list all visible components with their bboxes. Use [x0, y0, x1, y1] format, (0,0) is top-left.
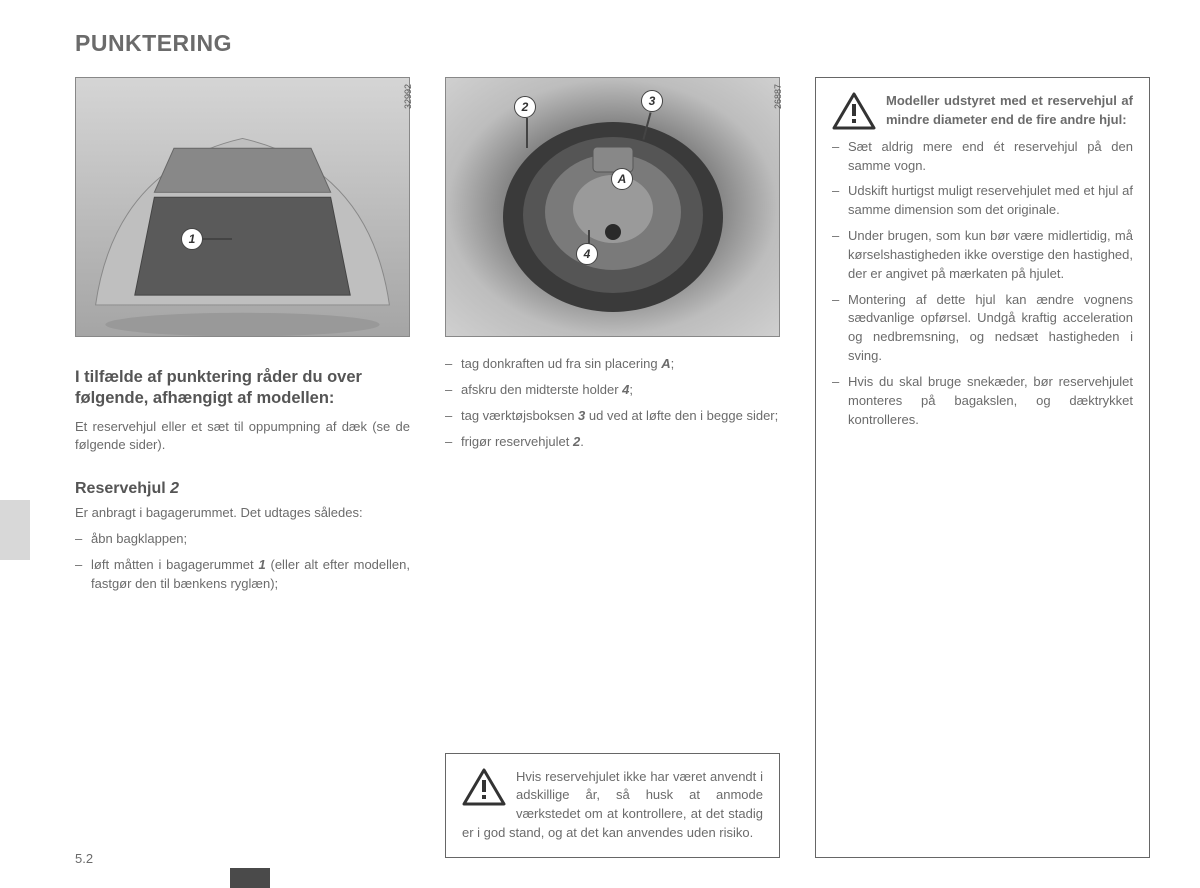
warning-content-1: Hvis reservehjulet ikke har været anvend… [462, 768, 763, 843]
callout-2: 2 [514, 96, 536, 118]
col1-heading: I tilfælde af punktering råder du over f… [75, 367, 410, 410]
col1-list: åbn bagklappen; løft måtten i bagagerumme… [75, 530, 410, 601]
col1-subtext: Er anbragt i bagagerummet. Det udtages s… [75, 504, 410, 522]
bottom-tab [230, 868, 270, 888]
callout-4-line [588, 230, 590, 244]
col1-subheading: Reservehjul 2 [75, 480, 410, 498]
list-item: Under brugen, som kun bør være midlertid… [832, 227, 1133, 284]
warning-icon [832, 92, 876, 132]
list-item: Udskift hurtigst muligt reservehjulet me… [832, 182, 1133, 220]
warning-box-2: Modeller udstyret med et reservehjul af … [815, 77, 1150, 858]
callout-1: 1 [181, 228, 203, 250]
side-tab [0, 500, 30, 560]
warning-content-2: Modeller udstyret med et reservehjul af … [832, 92, 1133, 430]
callout-1-line [202, 238, 232, 240]
figure-spare-wheel: 26887 2 3 A 4 [445, 77, 780, 337]
list-item: løft måtten i bagagerummet 1 (eller alt … [75, 556, 410, 594]
page-title: PUNKTERING [75, 30, 1150, 57]
list-item: Sæt aldrig mere end ét reservehjul på de… [832, 138, 1133, 176]
figure-id: 32992 [403, 84, 413, 109]
col2-list: tag donkraften ud fra sin placering A; af… [445, 355, 780, 458]
list-item: frigør reservehjulet 2. [445, 433, 780, 452]
col1-intro: Et reservehjul eller et sæt til oppumpni… [75, 418, 410, 454]
list-item: tag værktøjsboksen 3 ud ved at løfte den… [445, 407, 780, 426]
list-item: tag donkraften ud fra sin placering A; [445, 355, 780, 374]
callout-3: 3 [641, 90, 663, 112]
list-item: Hvis du skal bruge snekæder, bør reserve… [832, 373, 1133, 430]
list-item: afskru den midterste holder 4; [445, 381, 780, 400]
column-3: Modeller udstyret med et reservehjul af … [815, 77, 1150, 858]
figure-trunk: 32992 1 [75, 77, 410, 337]
warning-header: Modeller udstyret med et reservehjul af … [832, 92, 1133, 130]
callout-4: 4 [576, 243, 598, 265]
warning-text-1: Hvis reservehjulet ikke har været anvend… [462, 769, 763, 841]
warning-icon [462, 768, 506, 808]
col3-list: Sæt aldrig mere end ét reservehjul på de… [832, 138, 1133, 430]
warning-box-1: Hvis reservehjulet ikke har været anvend… [445, 753, 780, 858]
figure-id-2: 26887 [773, 84, 783, 109]
column-1: 32992 1 I tilfælde af punktering råder d… [75, 77, 410, 858]
callout-2-line [526, 118, 528, 148]
list-item: åbn bagklappen; [75, 530, 410, 549]
list-item: Montering af dette hjul kan ændre vognen… [832, 291, 1133, 366]
columns: 32992 1 I tilfælde af punktering råder d… [75, 77, 1150, 858]
page-number: 5.2 [75, 851, 93, 866]
callout-A: A [611, 168, 633, 190]
page: PUNKTERING 32992 1 I tilfælde af punkter… [0, 0, 1200, 888]
column-2: 26887 2 3 A 4 tag donkraften ud fra sin … [445, 77, 780, 858]
